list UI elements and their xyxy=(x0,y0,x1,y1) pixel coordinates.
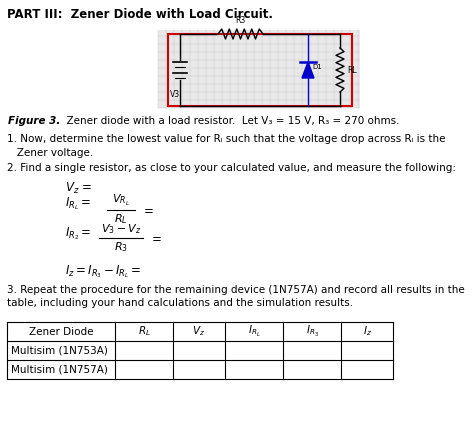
Text: $V_z$: $V_z$ xyxy=(192,325,206,338)
Text: $V_{R_L}$: $V_{R_L}$ xyxy=(112,193,130,208)
Text: Multisim (1N757A): Multisim (1N757A) xyxy=(11,364,108,374)
Text: R3: R3 xyxy=(236,16,246,25)
Polygon shape xyxy=(302,62,314,78)
Text: Figure 3.: Figure 3. xyxy=(8,116,60,126)
Text: Zener Diode: Zener Diode xyxy=(29,326,93,337)
Text: $R_L$: $R_L$ xyxy=(114,212,128,226)
Text: $I_{R_3}$: $I_{R_3}$ xyxy=(306,324,319,339)
Text: $R_L$: $R_L$ xyxy=(137,325,150,338)
Text: $=$: $=$ xyxy=(149,231,162,245)
Text: $=$: $=$ xyxy=(141,203,154,216)
Text: Zener diode with a load resistor.  Let V₃ = 15 V, R₃ = 270 ohms.: Zener diode with a load resistor. Let V₃… xyxy=(60,116,400,126)
Text: $I_{R_2} =$: $I_{R_2} =$ xyxy=(65,226,91,242)
Text: table, including your hand calculations and the simulation results.: table, including your hand calculations … xyxy=(7,298,353,308)
Text: V3: V3 xyxy=(170,90,180,99)
Text: $I_{R_L}$: $I_{R_L}$ xyxy=(248,324,260,339)
Text: $I_{R_L} =$: $I_{R_L} =$ xyxy=(65,196,91,212)
Text: Multisim (1N753A): Multisim (1N753A) xyxy=(11,345,108,356)
Text: Zener voltage.: Zener voltage. xyxy=(7,148,93,158)
Bar xyxy=(158,30,360,108)
Text: D1: D1 xyxy=(312,64,322,70)
Bar xyxy=(168,34,352,106)
Text: $V_3 - V_z$: $V_3 - V_z$ xyxy=(101,222,141,236)
Text: 3. Repeat the procedure for the remaining device (1N757A) and record all results: 3. Repeat the procedure for the remainin… xyxy=(7,285,465,295)
Text: $I_z$: $I_z$ xyxy=(363,325,372,338)
Text: $V_z\, =$: $V_z\, =$ xyxy=(65,181,92,196)
Text: 2. Find a single resistor, as close to your calculated value, and measure the fo: 2. Find a single resistor, as close to y… xyxy=(7,163,456,173)
Text: $R_3$: $R_3$ xyxy=(114,240,128,254)
Text: PART III:  Zener Diode with Load Circuit.: PART III: Zener Diode with Load Circuit. xyxy=(7,8,273,21)
Text: $I_z = I_{R_3} - I_{R_L} =$: $I_z = I_{R_3} - I_{R_L} =$ xyxy=(65,263,141,279)
Text: 1. Now, determine the lowest value for Rₗ such that the voltage drop across Rₗ i: 1. Now, determine the lowest value for R… xyxy=(7,134,446,144)
Text: RL: RL xyxy=(347,66,356,74)
